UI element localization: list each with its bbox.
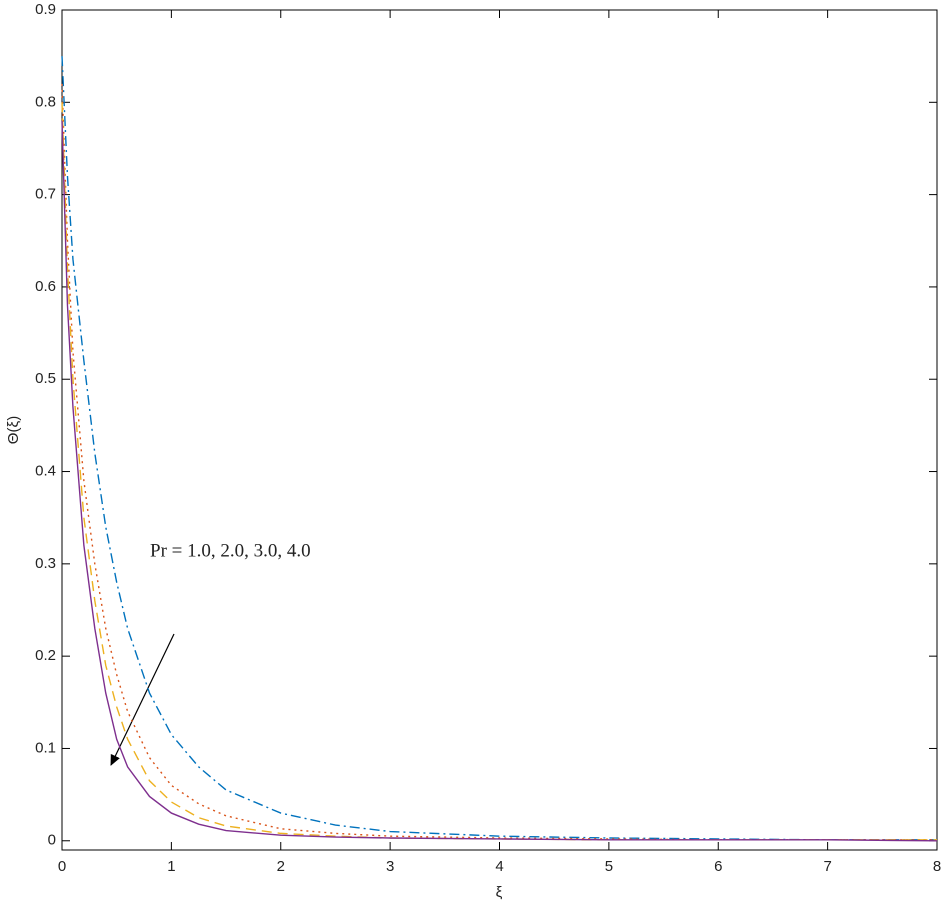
y-tick-label: 0.4 — [35, 463, 56, 480]
x-tick-label: 5 — [605, 858, 613, 875]
y-tick-label: 0.9 — [35, 1, 56, 18]
y-tick-label: 0.2 — [35, 647, 56, 664]
x-tick-label: 6 — [714, 858, 722, 875]
y-tick-label: 0.7 — [35, 186, 56, 203]
y-tick-label: 0.5 — [35, 370, 56, 387]
x-tick-label: 4 — [495, 858, 503, 875]
y-tick-label: 0.8 — [35, 93, 56, 110]
x-tick-label: 8 — [933, 858, 941, 875]
x-tick-label: 2 — [277, 858, 285, 875]
x-tick-label: 0 — [58, 858, 66, 875]
y-tick-label: 0.1 — [35, 739, 56, 756]
annotation: Pr = 1.0, 2.0, 3.0, 4.0 — [150, 540, 311, 561]
x-tick-label: 1 — [167, 858, 175, 875]
y-tick-label: 0.3 — [35, 555, 56, 572]
line-series — [61, 56, 937, 841]
y-tick-label: 0 — [48, 832, 56, 849]
line-series — [61, 120, 938, 842]
plot-frame — [61, 9, 938, 851]
y-axis-label: Θ(ξ) — [5, 416, 22, 444]
line-series — [61, 83, 937, 841]
y-tick-label: 0.6 — [35, 278, 56, 295]
x-axis-label: ξ — [496, 884, 503, 901]
annotation-arrow — [110, 633, 175, 766]
line-series — [61, 102, 937, 841]
x-tick-label: 3 — [386, 858, 394, 875]
x-tick-label: 7 — [823, 858, 831, 875]
